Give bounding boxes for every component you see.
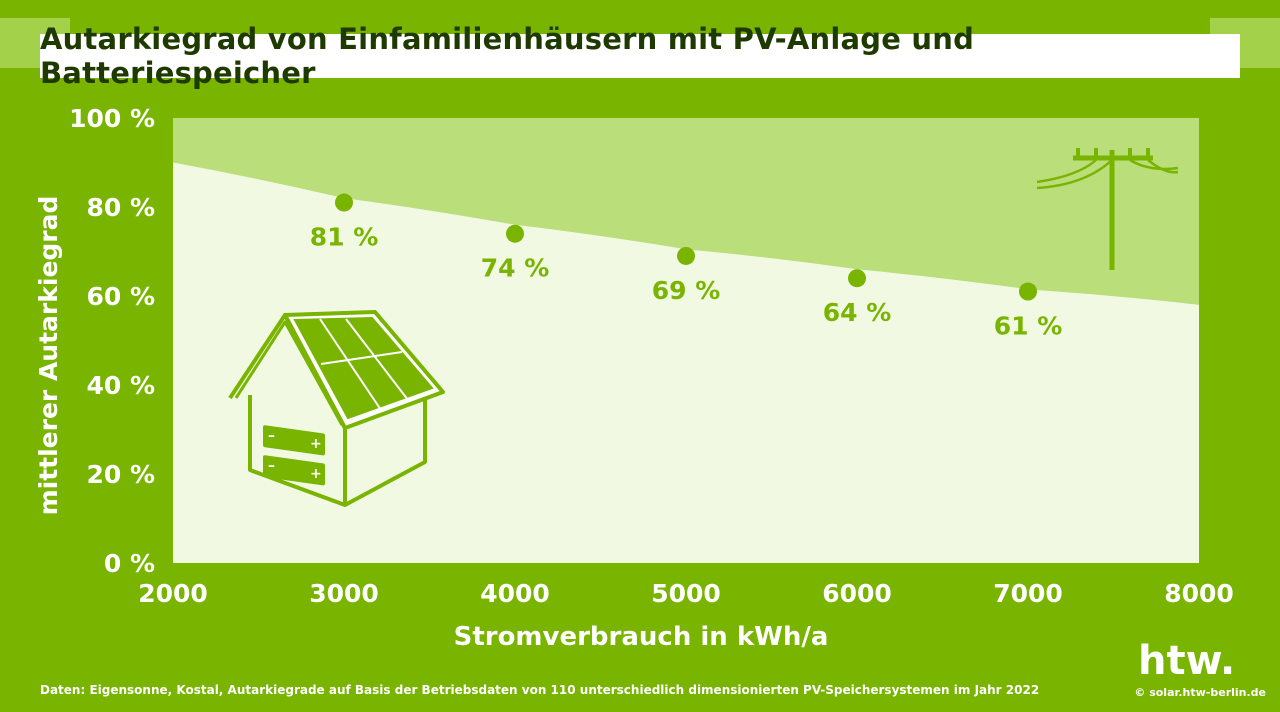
power-line bbox=[1147, 159, 1179, 174]
power-line bbox=[1036, 159, 1113, 190]
y-tick-label: 100 % bbox=[69, 104, 155, 133]
data-point bbox=[677, 246, 695, 265]
y-axis-label: mittlerer Autarkiegrad bbox=[34, 196, 63, 516]
solar-panel bbox=[293, 316, 434, 420]
chart-title: Autarkiegrad von Einfamilienhäusern mit … bbox=[40, 22, 975, 90]
y-tick-label: 80 % bbox=[86, 193, 155, 222]
data-label: 64 % bbox=[823, 298, 892, 327]
data-point bbox=[848, 269, 866, 288]
data-point bbox=[506, 224, 524, 243]
chart-title-box: Autarkiegrad von Einfamilienhäusern mit … bbox=[40, 22, 1240, 90]
solar-panel-grid bbox=[345, 318, 409, 401]
x-axis-label: Stromverbrauch in kWh/a bbox=[454, 622, 829, 652]
battery bbox=[263, 425, 325, 456]
x-tick-label: 7000 bbox=[993, 579, 1063, 608]
x-tick-label: 3000 bbox=[309, 579, 379, 608]
house-battery-illustration: – + – + bbox=[228, 310, 445, 507]
logo-text: htw. bbox=[1138, 638, 1235, 680]
data-label: 69 % bbox=[652, 276, 721, 305]
battery bbox=[263, 455, 325, 486]
battery-plus-icon: + bbox=[310, 436, 322, 452]
battery-minus-icon: – bbox=[268, 428, 275, 444]
footer-source: Daten: Eigensonne, Kostal, Autarkiegrade… bbox=[40, 683, 1040, 697]
x-tick-label: 5000 bbox=[651, 579, 721, 608]
solar-panel-grid bbox=[320, 351, 403, 365]
x-tick-label: 4000 bbox=[480, 579, 550, 608]
data-label: 81 % bbox=[310, 223, 379, 252]
x-tick-label: 2000 bbox=[138, 579, 208, 608]
htw-logo: htw. bbox=[1138, 638, 1235, 680]
power-line bbox=[1036, 159, 1097, 184]
x-tick-label: 6000 bbox=[822, 579, 892, 608]
y-tick-label: 40 % bbox=[86, 371, 155, 400]
data-point bbox=[1019, 282, 1037, 301]
y-tick-label: 20 % bbox=[86, 460, 155, 489]
battery-plus-icon: + bbox=[310, 466, 322, 482]
footer-copyright: © solar.htw-berlin.de bbox=[1134, 686, 1266, 699]
plot-area-lower bbox=[173, 162, 1199, 563]
data-label: 61 % bbox=[994, 312, 1063, 341]
y-tick-label: 0 % bbox=[104, 549, 155, 578]
data-point bbox=[335, 193, 353, 212]
power-pole-illustration bbox=[1036, 148, 1179, 270]
battery-minus-icon: – bbox=[268, 458, 275, 474]
y-tick-label: 60 % bbox=[86, 282, 155, 311]
data-label: 74 % bbox=[481, 254, 550, 283]
solar-panel-grid bbox=[319, 318, 382, 411]
power-line bbox=[1129, 158, 1179, 171]
x-tick-label: 8000 bbox=[1164, 579, 1234, 608]
